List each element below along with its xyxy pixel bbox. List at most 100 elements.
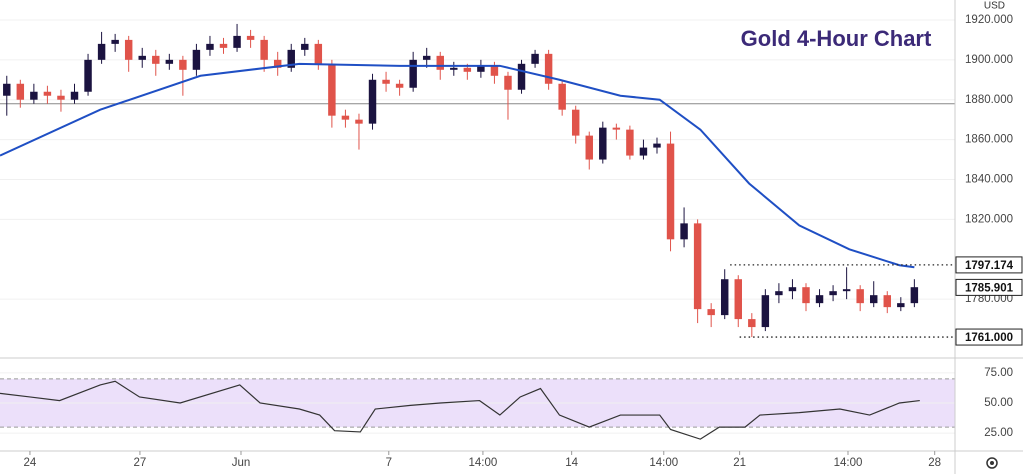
candle-body [152, 55, 160, 64]
candle-body [558, 83, 566, 110]
candle-body [97, 43, 106, 60]
candle-body [463, 67, 472, 72]
y-tick-label: 1820.000 [965, 213, 1013, 225]
candle-body [829, 291, 837, 296]
candle-body [368, 79, 377, 124]
candle-body [301, 43, 309, 50]
price-level-box [955, 328, 1023, 346]
rsi-line [0, 380, 920, 440]
candle-body [165, 59, 174, 64]
candle-body [138, 55, 146, 60]
moving-average [0, 62, 915, 269]
candle-body [883, 295, 891, 308]
candle-body [490, 65, 499, 76]
candle-body [612, 127, 621, 130]
candle-body [206, 43, 214, 50]
chart-title: Gold 4-Hour Chart [741, 26, 932, 51]
candle-body [341, 115, 350, 120]
y-tick-label: 75.00 [984, 367, 1013, 379]
candle-body [314, 43, 323, 64]
candle-body [571, 109, 580, 136]
candle-body [57, 95, 65, 100]
candle-body [599, 127, 607, 160]
candle-body [544, 53, 553, 84]
price-level-box [955, 256, 1023, 274]
candle-body [869, 295, 878, 304]
candle-body [775, 291, 783, 296]
candle-body [720, 279, 729, 316]
candle-body [3, 83, 11, 96]
candle-body [436, 55, 444, 70]
candle-body [287, 49, 295, 68]
x-tick-label: 7 [386, 457, 392, 469]
candle-body [43, 91, 52, 96]
candle-body [192, 49, 201, 70]
y-tick-label: 25.00 [984, 427, 1013, 439]
candle-body [666, 143, 675, 240]
last-price-label: 1785.901 [965, 282, 1014, 294]
candle-body [748, 319, 756, 328]
last-price-box [955, 278, 1023, 296]
y-tick-label: 1880.000 [965, 94, 1013, 106]
candle-body [910, 287, 919, 304]
candle-body [788, 287, 797, 292]
x-tick-label: 14 [565, 457, 578, 469]
candle-body [504, 75, 512, 90]
y-tick-label: 50.00 [984, 397, 1013, 409]
candle-body [531, 53, 539, 64]
candle-body [477, 65, 485, 72]
candle-body [856, 289, 864, 304]
candle-body [395, 83, 404, 88]
candle-body [219, 43, 228, 48]
candle-body [802, 287, 810, 304]
x-tick-label: 28 [928, 457, 941, 469]
candle-body [517, 63, 526, 90]
price-level-label: 1761.000 [965, 332, 1013, 344]
x-tick-label: 14:00 [649, 457, 678, 469]
candle-body [328, 63, 336, 116]
x-tick-label: 14:00 [469, 457, 498, 469]
candle-body [761, 295, 770, 328]
candle-body [450, 67, 458, 70]
y-tick-label: 1860.000 [965, 134, 1013, 146]
y-tick-label: 1780.000 [965, 293, 1013, 305]
candle-body [16, 83, 25, 100]
candle-body [639, 147, 648, 156]
x-tick-label: Jun [232, 457, 251, 469]
candle-body [707, 309, 715, 316]
candle-body [355, 119, 363, 124]
x-tick-label: 21 [733, 457, 746, 469]
x-tick-label: 27 [134, 457, 147, 469]
candle-body [111, 39, 119, 44]
currency-label: USD [984, 1, 1005, 12]
y-tick-label: 1840.000 [965, 174, 1013, 186]
candle-body [260, 39, 268, 60]
y-tick-label: 1920.000 [965, 14, 1013, 26]
candle-body [233, 35, 241, 48]
x-tick-label: 14:00 [834, 457, 863, 469]
candle-body [842, 289, 851, 292]
candle-body [30, 91, 38, 100]
candle-body [585, 135, 593, 160]
x-tick-label: 24 [24, 457, 37, 469]
y-tick-label: 1900.000 [965, 54, 1013, 66]
candle-body [653, 143, 661, 148]
candle-body [815, 295, 824, 304]
candle-body [246, 35, 255, 40]
candle-body [382, 79, 390, 84]
candle-body [179, 59, 187, 70]
candle-body [734, 279, 742, 320]
candle-body [409, 59, 417, 88]
candle-body [422, 55, 431, 60]
plot-layer [0, 19, 955, 440]
candle-body [680, 223, 688, 240]
candle-body [84, 59, 92, 92]
candle-body [124, 39, 133, 60]
candle-body [897, 303, 905, 308]
candle-body [693, 223, 702, 310]
settings-icon[interactable] [986, 457, 998, 469]
candle-body [273, 59, 282, 68]
candle-body [626, 129, 634, 156]
price-level-label: 1797.174 [965, 260, 1014, 272]
